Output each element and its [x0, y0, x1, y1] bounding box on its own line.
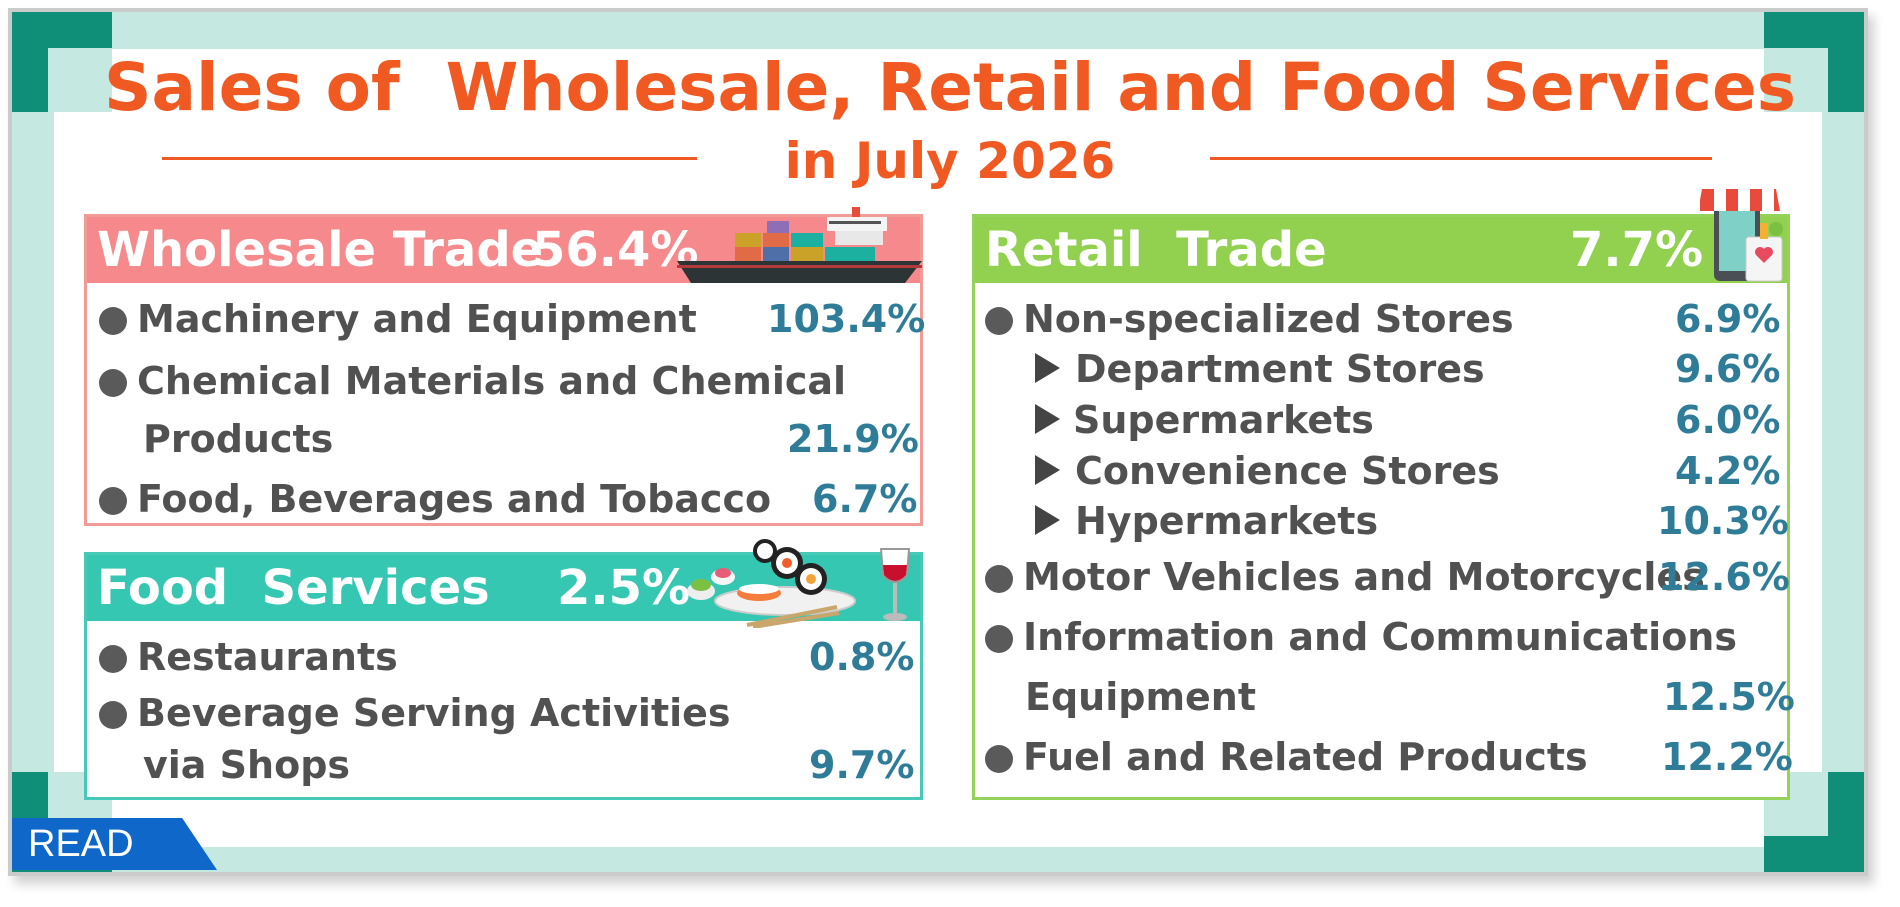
wholesale-item-value: 103.4%: [767, 297, 926, 341]
read-button[interactable]: READ: [12, 818, 217, 870]
arrow-right-icon: [1035, 404, 1060, 434]
wholesale-panel: Wholesale Trade 56.4% Machinery and Equi…: [84, 207, 926, 526]
arrow-right-icon: [1035, 455, 1060, 485]
retail-subitem-label: Supermarkets: [1073, 398, 1374, 442]
retail-item-value: 12.2%: [1661, 735, 1793, 779]
retail-panel: Retail Trade 7.7% Non-specialized Stores…: [972, 189, 1795, 800]
page-subtitle: in July 2026: [784, 132, 1116, 190]
bullet-icon: [99, 701, 127, 729]
food-services-header: Food Services 2.5%: [87, 539, 920, 628]
wholesale-item-label: Chemical Materials and Chemical: [137, 359, 847, 403]
retail-subitem-value: 9.6%: [1675, 347, 1781, 391]
food-services-value: 2.5%: [557, 560, 691, 616]
food-services-label: Food Services: [97, 560, 490, 616]
food-item-value: 0.8%: [809, 635, 915, 679]
retail-value: 7.7%: [1570, 222, 1704, 278]
retail-header: Retail Trade 7.7%: [975, 189, 1787, 283]
retail-item-label: Non-specialized Stores: [1023, 297, 1514, 341]
wholesale-item-label: Machinery and Equipment: [137, 297, 697, 341]
retail-subitem-value: 10.3%: [1657, 499, 1789, 543]
retail-item-label-cont: Equipment: [1025, 675, 1257, 719]
title-rule-right: [1210, 157, 1712, 160]
frame-corner: [12, 12, 112, 112]
frame-corner: [1764, 12, 1864, 112]
retail-item-value: 12.6%: [1658, 555, 1790, 599]
arrow-right-icon: [1035, 353, 1060, 383]
food-item-label: Restaurants: [137, 635, 398, 679]
wholesale-item-value: 21.9%: [787, 417, 919, 461]
cargo-ship-icon: [677, 207, 922, 283]
bullet-icon: [985, 625, 1013, 653]
title-rule-left: [162, 157, 697, 160]
bullet-icon: [99, 487, 127, 515]
bullet-icon: [985, 745, 1013, 773]
page-title: Sales of Wholesale, Retail and Food Serv…: [103, 49, 1797, 126]
retail-item-label: Information and Communications: [1023, 615, 1737, 659]
retail-item-label: Motor Vehicles and Motorcycles: [1023, 555, 1705, 599]
retail-subitem-value: 4.2%: [1675, 449, 1781, 493]
wholesale-value: 56.4%: [532, 222, 699, 278]
food-item-label-cont: via Shops: [143, 743, 351, 787]
food-item-value: 9.7%: [809, 743, 915, 787]
bullet-icon: [99, 369, 127, 397]
wine-glass-icon: [879, 548, 911, 621]
wholesale-item-label: Food, Beverages and Tobacco: [137, 477, 772, 521]
bullet-icon: [99, 645, 127, 673]
wholesale-header: Wholesale Trade 56.4%: [87, 207, 922, 283]
retail-label: Retail Trade: [985, 222, 1327, 278]
bullet-icon: [985, 565, 1013, 593]
bullet-icon: [99, 307, 127, 335]
retail-subitem-label: Hypermarkets: [1075, 499, 1379, 543]
bullet-icon: [985, 307, 1013, 335]
retail-item-value: 6.9%: [1675, 297, 1781, 341]
retail-subitem-label: Department Stores: [1075, 347, 1485, 391]
shop-phone-icon: [1700, 189, 1783, 282]
wholesale-item-label-cont: Products: [143, 417, 334, 461]
wholesale-label: Wholesale Trade: [97, 222, 544, 278]
retail-item-label: Fuel and Related Products: [1023, 735, 1588, 779]
food-services-panel: Food Services 2.5%: [84, 539, 923, 800]
retail-subitem-value: 6.0%: [1675, 398, 1781, 442]
wholesale-item-value: 6.7%: [812, 477, 918, 521]
retail-item-value: 12.5%: [1663, 675, 1795, 719]
retail-subitem-label: Convenience Stores: [1075, 449, 1500, 493]
sushi-platter-icon: [687, 539, 856, 628]
food-item-label: Beverage Serving Activities: [137, 691, 731, 735]
frame-corner: [1764, 772, 1864, 872]
arrow-right-icon: [1035, 505, 1060, 535]
